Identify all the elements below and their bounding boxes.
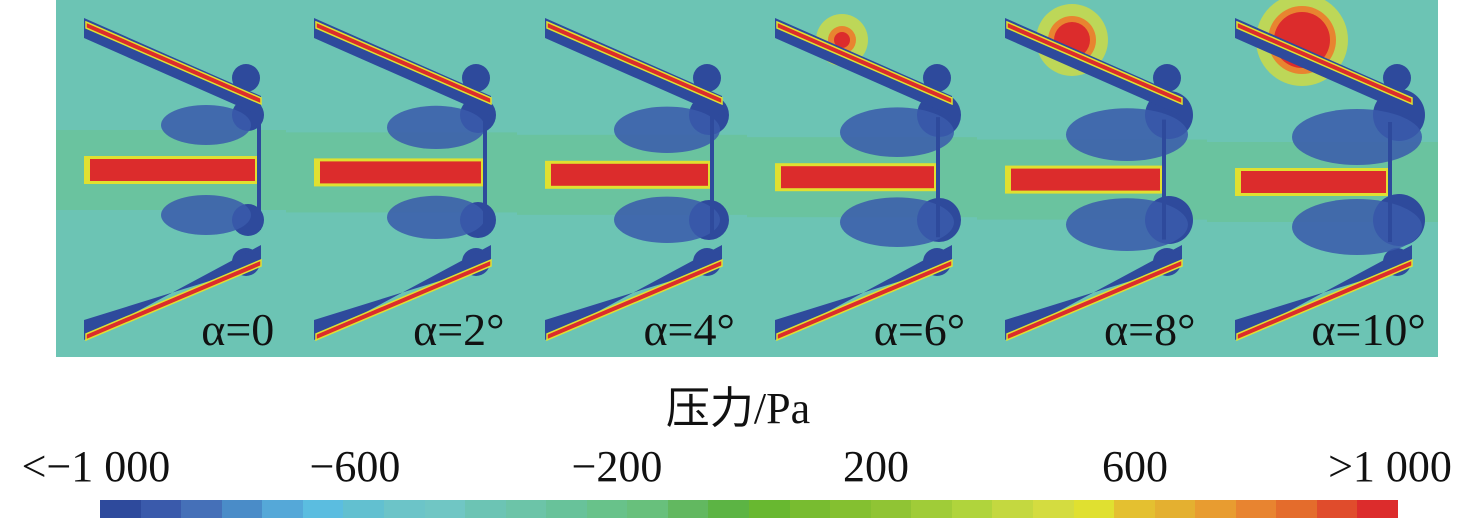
colorbar-tick: >1 000	[1328, 442, 1452, 491]
contour-panel: α=0	[56, 0, 287, 357]
colorbar-swatch	[221, 500, 263, 518]
colorbar-swatch	[749, 500, 790, 518]
pressure-contour-plot	[56, 0, 287, 357]
angle-label: α=6°	[873, 304, 966, 355]
colorbar-tick: −600	[309, 442, 401, 491]
pressure-contour-plot	[1207, 0, 1438, 357]
colorbar-swatch	[586, 500, 628, 518]
colorbar-swatch	[546, 500, 587, 518]
colorbar-swatch	[992, 500, 1033, 518]
angle-label: α=8°	[1104, 304, 1196, 355]
colorbar-swatch	[1357, 500, 1398, 518]
colorbar-tick: 600	[1102, 442, 1168, 491]
contour-panel: α=2°	[286, 0, 517, 357]
colorbar-tick: −200	[571, 442, 663, 491]
colorbar-swatch	[302, 500, 344, 518]
colorbar-tick: 200	[843, 442, 909, 491]
colorbar-swatch	[262, 500, 303, 518]
colorbar-title: 压力/Pa	[665, 384, 811, 433]
contour-panel: α=10°	[1207, 0, 1438, 357]
pressure-contour-plot	[746, 0, 978, 357]
colorbar-swatch	[383, 500, 425, 518]
colorbar-swatch	[1114, 500, 1155, 518]
colorbar-swatch	[1276, 500, 1317, 518]
colorbar-swatch	[951, 500, 993, 518]
colorbar-swatch	[870, 500, 912, 518]
pressure-contour-plot	[516, 0, 747, 357]
colorbar-swatch	[1073, 500, 1115, 518]
colorbar-swatch	[830, 500, 871, 518]
colorbar-swatch	[181, 500, 222, 518]
colorbar-swatch	[424, 500, 466, 518]
colorbar-swatch	[1235, 500, 1277, 518]
colorbar-swatch	[100, 500, 141, 518]
pressure-contour-panels: α=0 α=2° α=4° α=6°	[56, 0, 1438, 357]
colorbar-swatch	[505, 500, 547, 518]
pressure-contour-plot	[977, 0, 1208, 357]
colorbar-swatch	[140, 500, 182, 518]
colorbar-swatch	[1154, 500, 1196, 518]
contour-panel: α=4°	[516, 0, 747, 357]
colorbar-swatch	[1316, 500, 1358, 518]
colorbar	[100, 500, 1398, 518]
angle-label: α=2°	[413, 304, 505, 355]
colorbar-swatch	[343, 500, 384, 518]
colorbar-swatch	[789, 500, 831, 518]
colorbar-swatch	[667, 500, 709, 518]
colorbar-swatch	[1032, 500, 1074, 518]
colorbar-swatch	[465, 500, 506, 518]
colorbar-swatch	[1195, 500, 1236, 518]
contour-panel: α=6°	[746, 0, 978, 357]
pressure-contour-plot	[286, 0, 517, 357]
angle-label: α=0	[201, 304, 275, 355]
colorbar-swatch	[627, 500, 668, 518]
colorbar-swatch	[911, 500, 952, 518]
colorbar-swatch	[708, 500, 749, 518]
contour-panel: α=8°	[977, 0, 1208, 357]
angle-label: α=10°	[1311, 304, 1426, 355]
colorbar-tick: <−1 000	[21, 442, 171, 491]
angle-label: α=4°	[643, 304, 735, 355]
